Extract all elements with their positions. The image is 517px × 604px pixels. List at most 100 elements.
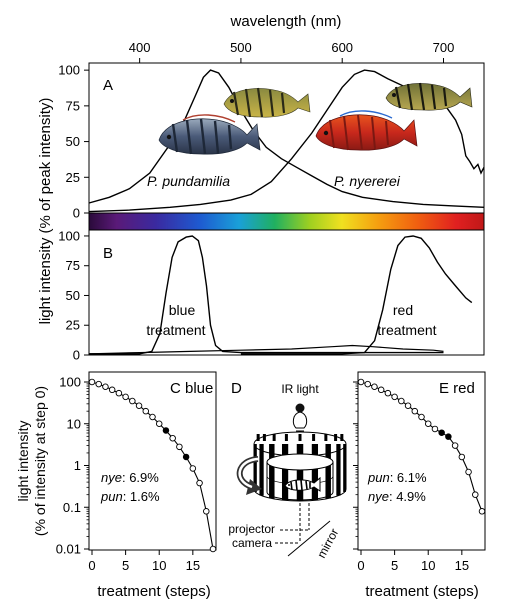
panel-c-legend-1-value: : 6.9% xyxy=(122,470,159,485)
drum-stripe xyxy=(254,444,257,492)
camera-label: camera xyxy=(232,536,272,550)
drum-stripe xyxy=(281,444,289,501)
panel-a-y-tick-label-75: 75 xyxy=(66,98,80,113)
top-axis-ticks: 400 500 600 700 xyxy=(129,40,455,63)
panel-c-x-axis-label: treatment (steps) xyxy=(97,583,210,600)
curve-baseline xyxy=(88,344,444,355)
panel-e-legend-1-value: : 6.1% xyxy=(390,470,427,485)
panel-c-point-step-17 xyxy=(203,508,210,515)
panel-c: C blue 100 10 1 0.1 0.01 0 5 10 15 nye: 6.9% pun… xyxy=(56,371,217,574)
panel-e-legend-1-species: pun xyxy=(367,470,390,485)
panel-a-y-tick-label-0: 0 xyxy=(73,206,80,221)
panel-e-point-step-1 xyxy=(364,380,371,388)
panel-e-x-tick-label-10: 10 xyxy=(421,558,435,573)
panel-e-point-step-8 xyxy=(411,407,419,415)
panel-b-y-tick-label-0: 0 xyxy=(73,348,80,363)
panel-c-legend-row-1: nye: 6.9% xyxy=(101,470,159,485)
ir-light-bulb-icon xyxy=(292,403,308,432)
panel-b-y-tick-label-50: 50 xyxy=(66,288,80,303)
red-treatment-label-line1: red xyxy=(393,302,413,318)
panel-c-point-step-14 xyxy=(182,453,190,461)
top-axis-tick-label-600: 600 xyxy=(331,40,353,55)
panel-c-point-step-15 xyxy=(189,465,197,472)
panel-b-label: B xyxy=(103,245,113,262)
curve-p-pundamilia xyxy=(88,69,485,208)
panel-c-y-tick-label: 1 xyxy=(74,458,81,473)
curve-red-treatment xyxy=(240,235,473,355)
panel-c-legend-row-2: pun: 1.6% xyxy=(100,489,160,504)
panel-c-x-tick-label-10: 10 xyxy=(152,558,166,573)
panel-c-point-step-4 xyxy=(115,389,123,397)
panel-a-y-tick-label-100: 100 xyxy=(58,63,80,78)
red-treatment-label-line2: treatment xyxy=(377,322,436,338)
panel-e-point-step-7 xyxy=(404,402,412,409)
panel-c-point-step-1 xyxy=(95,380,102,388)
panel-e-point-step-3 xyxy=(377,386,385,394)
ir-light-label: IR light xyxy=(281,382,319,396)
panel-c-point-step-16 xyxy=(196,479,203,487)
panel-b-y-tick-label-25: 25 xyxy=(66,318,80,333)
panel-e-point-step-13 xyxy=(445,433,452,440)
drum-stripe xyxy=(311,444,319,501)
drum-stripe xyxy=(269,444,275,499)
panel-e-point-step-4 xyxy=(384,389,392,397)
panel-e: E red 0 5 10 15 pun: 6.1% nye: 4.9% xyxy=(353,371,486,573)
panel-c-y-tick-label: 100 xyxy=(59,375,81,390)
panel-c-point-step-13 xyxy=(176,443,183,451)
mirror-line xyxy=(287,520,331,557)
species-label-pundamilia: P. pundamilia xyxy=(147,173,230,189)
drum-stripe xyxy=(325,444,331,499)
panel-c-label: C blue xyxy=(170,380,213,397)
panel-c-point-step-12 xyxy=(169,434,176,442)
projector-label: projector xyxy=(228,522,275,536)
panel-c-point-step-0 xyxy=(88,378,96,386)
drum-stripe xyxy=(259,444,264,496)
panel-c-frame xyxy=(88,371,217,551)
panel-c-legend-2-species: pun xyxy=(100,489,123,504)
panel-a-label: A xyxy=(103,77,113,94)
panel-e-point-step-12 xyxy=(438,429,445,436)
panel-e-point-step-2 xyxy=(371,383,378,390)
panel-d-setup-diagram: D IR light xyxy=(228,380,347,560)
panel-e-point-step-16 xyxy=(465,468,472,476)
curve-p-nyererei xyxy=(88,69,485,213)
panel-e-legend-row-2: nye: 4.9% xyxy=(368,489,426,504)
panel-e-point-step-17 xyxy=(472,491,479,498)
top-axis-tick-label-400: 400 xyxy=(129,40,151,55)
panel-e-x-tick-label-5: 5 xyxy=(391,558,398,573)
panel-e-point-step-14 xyxy=(451,442,459,449)
panel-c-x-tick-label-5: 5 xyxy=(122,558,129,573)
panel-c-legend-2-value: : 1.6% xyxy=(123,489,160,504)
panel-b-y-tick-label-100: 100 xyxy=(58,228,80,243)
projector-camera-lines xyxy=(275,503,331,557)
y-axis-label-panels-ab: light intensity (% of peak intensity) xyxy=(37,98,54,325)
drum-stripe xyxy=(343,444,346,492)
panel-e-legend-row-1: pun: 6.1% xyxy=(367,470,427,485)
panel-a: A 0 25 50 75 100 P. pundamilia P. nyererei xyxy=(58,62,485,221)
panel-c-y-tick-label: 0.1 xyxy=(63,500,81,515)
y-axis-label-c-line2: (% of intensity at step 0) xyxy=(32,386,48,536)
fish-nyererei-female-illustration xyxy=(385,82,473,111)
panel-a-y-tick-label-50: 50 xyxy=(66,134,80,149)
blue-treatment-label-line2: treatment xyxy=(146,322,205,338)
y-axis-label-c-line1: light intensity xyxy=(15,421,31,502)
panel-c-point-step-9 xyxy=(149,413,156,421)
panel-e-x-tick-label-0: 0 xyxy=(357,558,364,573)
panel-e-point-step-10 xyxy=(424,420,432,428)
panel-c-point-step-5 xyxy=(122,393,129,401)
panel-c-x-tick-label-15: 15 xyxy=(186,558,200,573)
panel-a-y-tick-label-25: 25 xyxy=(66,170,80,185)
panel-c-axis-ticks: 100 10 1 0.1 0.01 0 5 10 15 xyxy=(56,375,200,574)
panel-c-point-step-11 xyxy=(162,427,170,434)
panel-e-frame xyxy=(357,371,486,551)
panel-b-frame xyxy=(88,229,485,356)
panel-b-y-ticks: 0 25 50 75 100 xyxy=(58,228,89,363)
panel-e-point-step-5 xyxy=(391,393,398,401)
panel-c-legend-1-species: nye xyxy=(101,470,122,485)
panel-e-points xyxy=(357,378,486,515)
panel-c-point-step-8 xyxy=(142,407,150,415)
spectrum-color-bar xyxy=(88,212,485,231)
top-axis-tick-label-700: 700 xyxy=(433,40,455,55)
panel-c-x-tick-label-0: 0 xyxy=(88,558,95,573)
panel-e-point-step-9 xyxy=(418,413,425,421)
